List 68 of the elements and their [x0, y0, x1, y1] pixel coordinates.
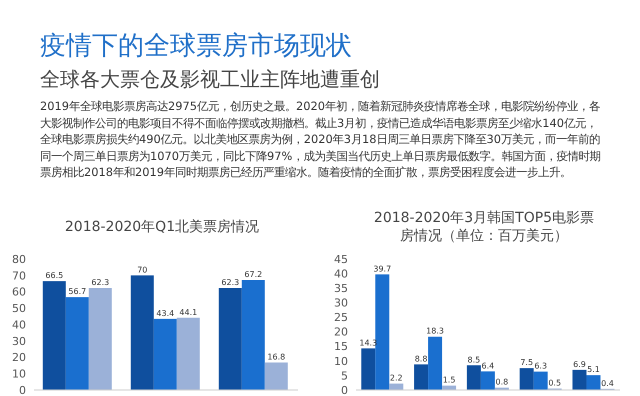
bar — [534, 372, 548, 390]
bar — [176, 318, 200, 390]
bar — [242, 280, 265, 390]
chart-title: 2018-2020年Q1北美票房情况 — [64, 218, 260, 237]
y-tick-label: 30 — [334, 296, 348, 310]
bar — [586, 375, 600, 390]
y-tick-label: 40 — [12, 318, 26, 332]
data-label: 16.8 — [267, 352, 286, 362]
bar — [480, 371, 495, 390]
data-label: 44.1 — [179, 308, 198, 317]
bar — [66, 297, 89, 390]
bar — [154, 318, 177, 390]
bar — [414, 364, 428, 390]
bar — [442, 386, 456, 390]
data-label: 62.3 — [221, 278, 240, 287]
bar — [466, 365, 481, 390]
text: 全球各大票仓及影视工业主阵地遭重创 — [40, 66, 380, 93]
data-label: 0.5 — [548, 378, 562, 388]
bar — [42, 281, 66, 390]
y-tick-label: 80 — [12, 252, 26, 266]
y-tick-label: 60 — [12, 286, 26, 299]
data-label: 1.5 — [442, 376, 456, 385]
y-tick-label: 50 — [12, 302, 26, 316]
data-label: 2.2 — [390, 374, 403, 383]
data-label: 62.3 — [91, 278, 110, 287]
data-label: 5.1 — [587, 365, 600, 374]
data-label: 43.4 — [156, 308, 174, 318]
data-label: 39.7 — [373, 264, 392, 274]
y-tick-label: 0 — [341, 384, 348, 396]
text: 疫情下的全球票房市场现状 — [40, 30, 352, 63]
text: 2019年全球电影票房高达2975亿元，创历史之最。2020年初，随着新冠肺炎疫情席卷全球，电影院纷纷停业，各大影视制作公司的电影项目不得不面临停摆或改期撤档。截止3月初，疫情已造成华语电影票房至少缩水140亿元，全球电影票房损失约490亿元。以北美地区票房为例，2020年3月18日周三单日票房下降至30万美元，而一年前的同一个周三单日票房为1070万美元，同比下降97%，成为美国当代历史上单日票房最低数字。韩国方面，疫情时期票房相比2018年和2019年同时期票房已经历严重缩水。随着疫情的全面扩散，票房受困程度会进一步上升。 — [40, 98, 602, 181]
bar — [572, 370, 586, 390]
y-tick-label: 70 — [12, 269, 26, 282]
data-label: 6.4 — [482, 361, 494, 370]
bar — [375, 274, 390, 390]
data-label: 67.2 — [244, 270, 262, 279]
y-tick-label: 30 — [12, 334, 26, 348]
chart-title: 2018-2020年3月韩国TOP5电影票房情况（单位：百万美元） — [372, 209, 596, 246]
bar — [130, 275, 154, 390]
bar — [520, 368, 534, 390]
data-label: 8.5 — [468, 355, 480, 364]
y-tick-label: 10 — [334, 354, 348, 368]
data-label: 6.3 — [534, 362, 548, 371]
data-label: 56.7 — [68, 287, 86, 296]
data-label: 70 — [137, 265, 148, 274]
y-tick-label: 15 — [334, 340, 348, 354]
y-tick-label: 0 — [19, 384, 26, 396]
data-label: 0.4 — [601, 378, 614, 388]
data-label: 0.8 — [496, 378, 508, 387]
y-tick-label: 10 — [12, 368, 26, 381]
y-tick-label: 20 — [334, 326, 348, 339]
y-tick-label: 20 — [12, 351, 26, 364]
bar — [264, 362, 288, 390]
bar — [389, 384, 404, 390]
y-tick-label: 25 — [334, 311, 348, 324]
data-label: 8.8 — [414, 354, 428, 364]
y-tick-label: 45 — [334, 252, 348, 266]
bar — [361, 348, 376, 390]
y-tick-label: 40 — [334, 267, 348, 280]
bar — [428, 336, 442, 390]
bar — [88, 288, 112, 390]
y-tick-label: 35 — [334, 282, 348, 296]
data-label: 7.5 — [520, 358, 534, 368]
data-label: 18.3 — [426, 326, 444, 336]
data-label: 6.9 — [573, 360, 586, 369]
y-tick-label: 5 — [341, 369, 348, 382]
bar — [218, 288, 242, 390]
data-label: 66.5 — [45, 271, 64, 280]
